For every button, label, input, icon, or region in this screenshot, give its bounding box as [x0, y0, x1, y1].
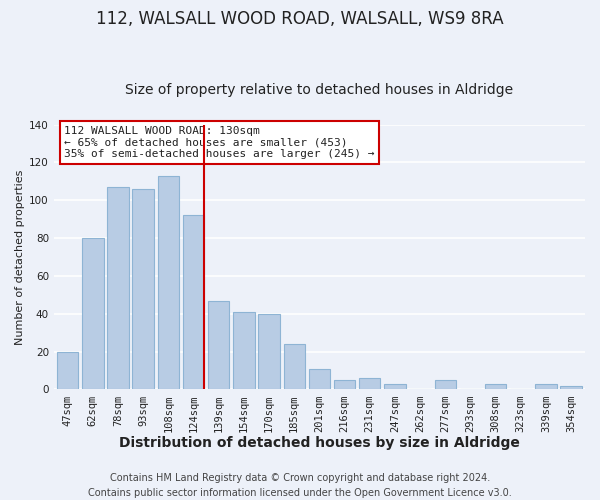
- Bar: [284, 344, 305, 390]
- Bar: [208, 300, 229, 390]
- Title: Size of property relative to detached houses in Aldridge: Size of property relative to detached ho…: [125, 83, 514, 97]
- Y-axis label: Number of detached properties: Number of detached properties: [15, 170, 25, 344]
- Bar: [57, 352, 79, 390]
- X-axis label: Distribution of detached houses by size in Aldridge: Distribution of detached houses by size …: [119, 436, 520, 450]
- Text: 112, WALSALL WOOD ROAD, WALSALL, WS9 8RA: 112, WALSALL WOOD ROAD, WALSALL, WS9 8RA: [96, 10, 504, 28]
- Bar: [434, 380, 456, 390]
- Bar: [359, 378, 380, 390]
- Bar: [183, 216, 204, 390]
- Bar: [158, 176, 179, 390]
- Bar: [107, 187, 128, 390]
- Text: 112 WALSALL WOOD ROAD: 130sqm
← 65% of detached houses are smaller (453)
35% of : 112 WALSALL WOOD ROAD: 130sqm ← 65% of d…: [64, 126, 375, 159]
- Bar: [334, 380, 355, 390]
- Bar: [133, 189, 154, 390]
- Bar: [233, 312, 254, 390]
- Bar: [384, 384, 406, 390]
- Bar: [485, 384, 506, 390]
- Bar: [308, 368, 330, 390]
- Bar: [560, 386, 582, 390]
- Bar: [535, 384, 557, 390]
- Text: Contains HM Land Registry data © Crown copyright and database right 2024.
Contai: Contains HM Land Registry data © Crown c…: [88, 472, 512, 498]
- Bar: [259, 314, 280, 390]
- Bar: [82, 238, 104, 390]
